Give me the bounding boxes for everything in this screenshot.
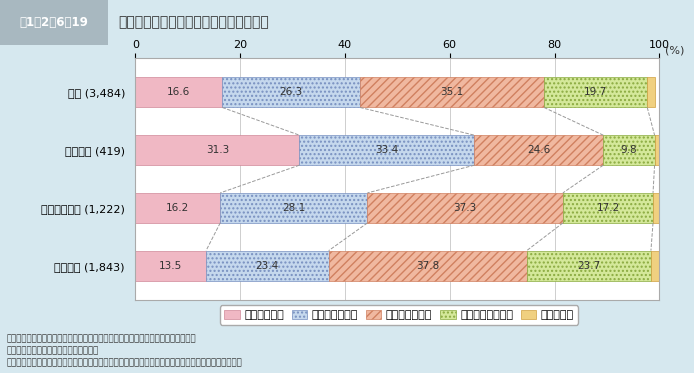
Bar (367, 193, 563, 223)
Bar (527, 251, 651, 280)
Bar (135, 135, 299, 165)
Bar (651, 251, 659, 280)
Text: (%): (%) (665, 46, 684, 56)
Text: 31.3: 31.3 (205, 145, 229, 155)
Bar (648, 78, 654, 107)
Bar (603, 135, 654, 165)
Bar (0, 0, 108, 45)
Text: （注）対象は、全国６０歳以上の男女: （注）対象は、全国６０歳以上の男女 (7, 346, 99, 355)
Text: ＊本調査における「孤独死」の定義は「誰にも看取られることなく亡くなったあとに発見される死」。: ＊本調査における「孤独死」の定義は「誰にも看取られることなく亡くなったあとに発見… (7, 358, 243, 367)
Text: 17.2: 17.2 (596, 203, 620, 213)
Bar (135, 251, 206, 280)
Text: 資料：内閣府「高齢者の地域におけるライフスタイルに関する調査（平成２１年）: 資料：内閣府「高齢者の地域におけるライフスタイルに関する調査（平成２１年） (7, 334, 196, 343)
Bar (135, 78, 222, 107)
Bar (299, 135, 474, 165)
Text: 33.4: 33.4 (375, 145, 398, 155)
Text: 37.8: 37.8 (416, 261, 439, 271)
Text: 35.1: 35.1 (441, 87, 464, 97)
Legend: 非常に感じる, まあまあ感じる, あまり感じない, まったく感じない, わからない: 非常に感じる, まあまあ感じる, あまり感じない, まったく感じない, わからな… (220, 305, 578, 325)
Text: 16.2: 16.2 (166, 203, 189, 213)
Bar (474, 135, 603, 165)
Bar (135, 193, 220, 223)
Bar (329, 251, 527, 280)
Bar (544, 78, 648, 107)
Text: 26.3: 26.3 (280, 87, 303, 97)
Bar (653, 193, 659, 223)
Text: 19.7: 19.7 (584, 87, 607, 97)
Text: 図1－2－6－19: 図1－2－6－19 (19, 16, 88, 29)
Text: 23.7: 23.7 (577, 261, 600, 271)
Text: 13.5: 13.5 (159, 261, 183, 271)
Text: 孤独死＊を身近な問題と感じる者の割合: 孤独死＊を身近な問題と感じる者の割合 (118, 15, 269, 29)
Text: 37.3: 37.3 (454, 203, 477, 213)
Bar (220, 193, 367, 223)
Bar (206, 251, 329, 280)
Text: 23.4: 23.4 (256, 261, 279, 271)
Bar (222, 78, 360, 107)
Text: 16.6: 16.6 (167, 87, 190, 97)
Bar (654, 135, 660, 165)
Bar (563, 193, 653, 223)
Text: 9.8: 9.8 (620, 145, 637, 155)
Text: 28.1: 28.1 (282, 203, 305, 213)
Bar (360, 78, 544, 107)
Text: 24.6: 24.6 (527, 145, 550, 155)
